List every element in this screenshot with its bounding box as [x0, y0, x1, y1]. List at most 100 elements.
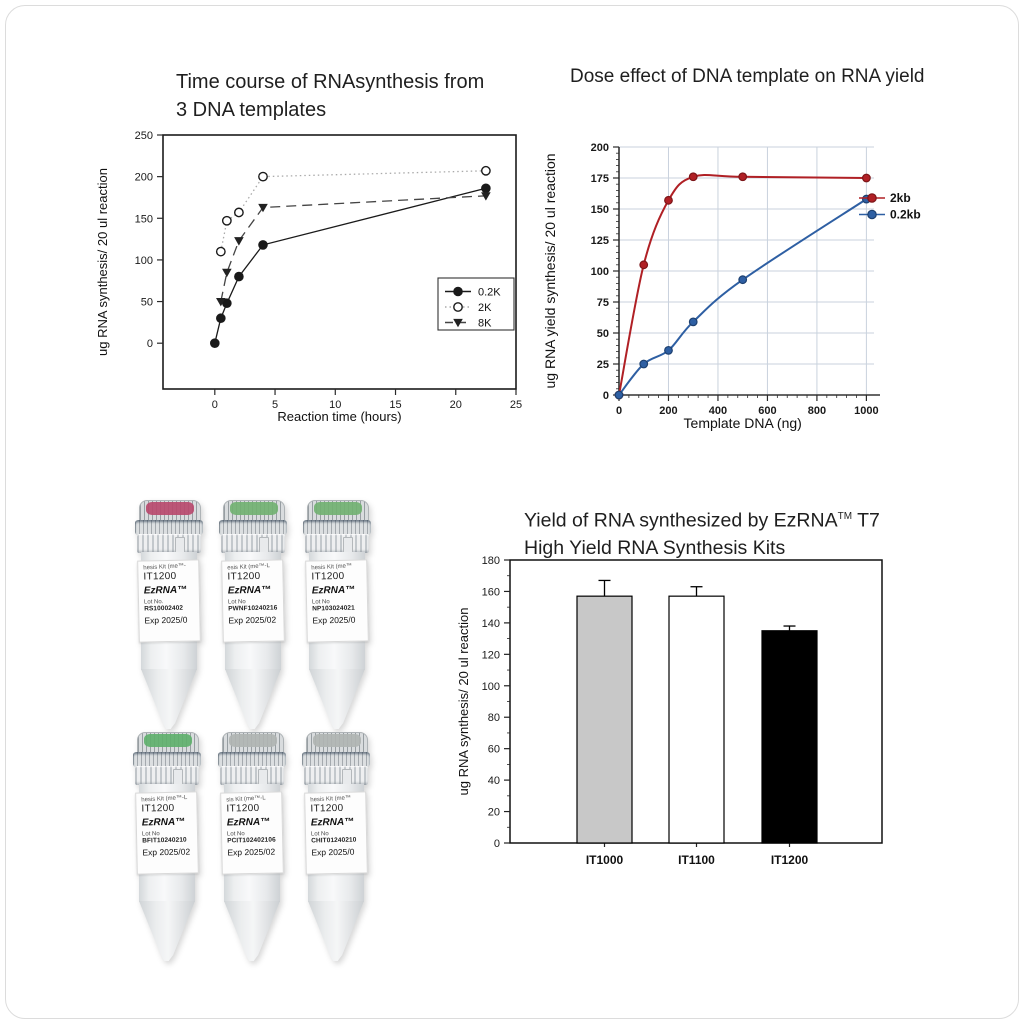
tube-label-lot-number: PWNF10240216 [228, 604, 278, 613]
tube-label-brand: EzRNA™ [143, 584, 188, 597]
tube-label-expiry: Exp 2025/02 [142, 846, 191, 858]
svg-text:200: 200 [591, 142, 609, 154]
svg-text:15: 15 [389, 399, 401, 411]
svg-text:0: 0 [616, 405, 622, 417]
svg-text:200: 200 [659, 405, 677, 417]
tube-label-model: IT1200 [226, 802, 260, 815]
dose-effect-chart: 0 200 400 600 800 1000 0 25 50 75 100 125 150 175 200 2… [542, 142, 921, 431]
tube-label-lot-number: NP103024021 [312, 604, 355, 613]
tube-label: esis Kit (me™-L IT1200 EzRNA™ Lot No PWNF102… [221, 559, 285, 643]
tube-label: hesis Kit (me™ IT1200 EzRNA™ Lot No CHIT0124… [304, 791, 368, 875]
svg-text:25: 25 [510, 399, 522, 411]
tube-body [308, 784, 364, 902]
tube-cap-skirt [218, 752, 286, 767]
y-axis-label: ug RNA synthesis/ 20 ul reaction [95, 168, 110, 356]
grid [619, 146, 874, 395]
y-axis-label: ug RNA synthesis/ 20 ul reaction [456, 608, 471, 796]
bar-IT1100 [668, 595, 725, 844]
tm-superscript: TM [837, 511, 853, 522]
tube-cap-skirt [303, 520, 371, 535]
svg-text:2kb: 2kb [890, 191, 911, 205]
bar-chart-title: Yield of RNA synthesized by EzRNATM T7 H… [524, 503, 964, 562]
tube-label-model: IT1200 [141, 802, 175, 815]
svg-text:8K: 8K [478, 318, 492, 330]
error-bar-IT1200 [783, 625, 796, 631]
svg-text:50: 50 [597, 328, 609, 340]
series-0.2kb [614, 194, 871, 400]
bar-IT1200 [761, 630, 818, 844]
tube-body [225, 552, 281, 670]
tube-label-kit-text: hesis Kit (me™ [310, 795, 352, 804]
tube-label-lot-caption: Lot No [311, 599, 330, 606]
svg-text:0: 0 [147, 338, 153, 350]
tube-label-brand: EzRNA™ [226, 816, 271, 829]
tube-label: hesis Kit (me™ IT1200 EzRNA™ Lot No NP103024… [305, 559, 369, 643]
tube-cap-color [144, 734, 192, 747]
tube-cap-skirt [219, 520, 287, 535]
tube-cap [137, 732, 199, 754]
tube-label-brand: EzRNA™ [227, 584, 272, 597]
tube-collar [137, 534, 201, 553]
reagent-tube-3: hesis Kit (me™ IT1200 EzRNA™ Lot No NP103024… [296, 500, 378, 732]
time-course-title-line2: 3 DNA templates [176, 99, 327, 121]
tube-label-lot-caption: Lot No. [143, 599, 164, 606]
legend: 2kb 0.2kb [859, 191, 921, 222]
tube-label: sis Kit (me™-L IT1200 EzRNA™ Lot No PCIT1024… [220, 791, 284, 875]
tube-label-lot-number: BFIT10240210 [142, 836, 187, 845]
x-axis-label: Reaction time (hours) [277, 409, 401, 424]
tube-collar [135, 766, 199, 785]
time-course-chart: 0 5 10 15 20 250501001502002500.2K2K8KReactio… [95, 130, 522, 424]
svg-text:200: 200 [135, 172, 153, 184]
svg-text:0.2K: 0.2K [478, 287, 501, 299]
tube-label-kit-text: esis Kit (me™-L [227, 563, 271, 572]
reagent-tube-6: hesis Kit (me™ IT1200 EzRNA™ Lot No CHIT0124… [295, 732, 377, 964]
tick-labels: 0 200 400 600 800 1000 0 25 50 75 100 125 150 175 200 [591, 142, 879, 417]
tube-label-model: IT1200 [310, 802, 344, 815]
bar-title-prefix: Yield of RNA synthesized by EzRNA [524, 509, 838, 532]
svg-text:75: 75 [597, 297, 609, 309]
tube-collar [220, 766, 284, 785]
tube-label-kit-text: hesis Kit (me™ [311, 563, 353, 572]
legend-item-8K: 8K [445, 318, 492, 330]
bar-label-IT1200: IT1200 [771, 853, 809, 867]
reagent-tube-5: sis Kit (me™-L IT1200 EzRNA™ Lot No PCIT1024… [211, 732, 293, 964]
tube-cone-bottom [225, 669, 281, 729]
svg-text:60: 60 [488, 744, 500, 756]
minor-tick-marks [507, 575, 510, 828]
svg-text:20: 20 [450, 399, 462, 411]
plot-box [162, 134, 517, 390]
error-bar-IT1000 [598, 579, 611, 597]
tube-label-expiry: Exp 2025/0 [144, 614, 188, 626]
svg-text:100: 100 [591, 266, 609, 278]
tube-label-lot-number: RS10002402 [144, 604, 184, 613]
tube-label-expiry: Exp 2025/02 [227, 846, 276, 858]
y-axis-label: ug RNA yield synthesis/ 20 ul reaction [542, 153, 558, 388]
series-2kb [614, 172, 871, 400]
tube-cap-color [229, 734, 277, 747]
tube-label-expiry: Exp 2025/0 [311, 846, 355, 858]
series-0.2K [210, 183, 491, 348]
tube-label-expiry: Exp 2025/0 [312, 614, 356, 626]
reagent-tube-4: hesis Kit (me™-L IT1200 EzRNA™ Lot No BFIT10… [126, 732, 208, 964]
tube-label-lot-caption: Lot No [141, 831, 160, 838]
svg-text:140: 140 [482, 618, 500, 630]
tube-cap-color [314, 502, 362, 515]
tube-label-kit-text: hesis Kit (me™- [143, 563, 187, 572]
tube-cone-bottom [308, 901, 364, 961]
bar-label-IT1100: IT1100 [678, 853, 715, 867]
svg-text:150: 150 [135, 213, 153, 225]
tube-label-model: IT1200 [227, 570, 261, 583]
tube-label-brand: EzRNA™ [141, 816, 186, 829]
tube-label: hesis Kit (me™-L IT1200 EzRNA™ Lot No BFIT10… [135, 791, 199, 875]
tube-collar [221, 534, 285, 553]
bar-IT1000 [576, 595, 633, 844]
tube-body [139, 784, 195, 902]
tube-label-kit-text: hesis Kit (me™-L [141, 794, 188, 804]
tube-label-kit-text: sis Kit (me™-L [226, 795, 266, 804]
svg-text:2K: 2K [478, 302, 492, 314]
tube-cap-color [313, 734, 361, 747]
tube-body [309, 552, 365, 670]
svg-text:20: 20 [488, 807, 500, 819]
tube-label-model: IT1200 [311, 570, 345, 583]
